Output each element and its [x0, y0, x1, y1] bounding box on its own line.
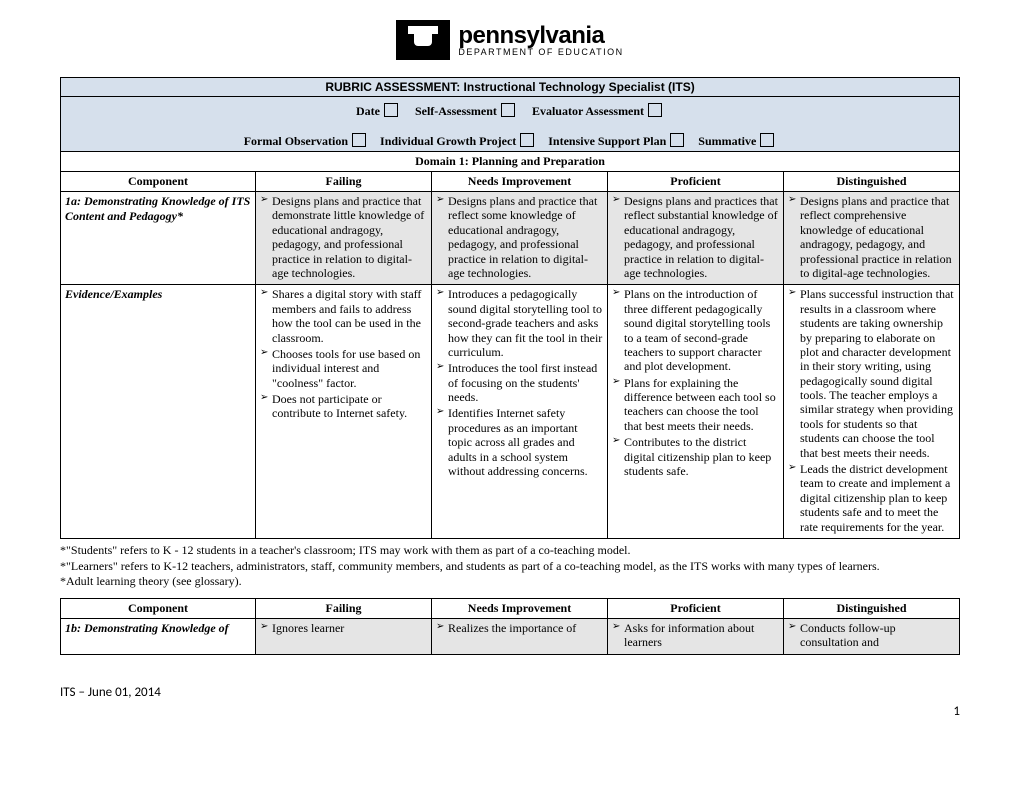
checkbox-support-plan[interactable] [670, 133, 684, 147]
ev-proficient-1: Plans on the introduction of three diffe… [612, 287, 779, 373]
ev-needs-3: Identifies Internet safety procedures as… [436, 406, 603, 478]
col-needs: Needs Improvement [432, 172, 608, 192]
checkbox-summative[interactable] [760, 133, 774, 147]
page: pennsylvania DEPARTMENT OF EDUCATION RUB… [0, 0, 1020, 739]
opt-summative-label: Summative [698, 134, 756, 148]
footnote-3: *Adult learning theory (see glossary). [60, 574, 960, 590]
opt-self-label: Self-Assessment [415, 104, 497, 118]
checkbox-formal-observation[interactable] [352, 133, 366, 147]
row-evidence: Evidence/Examples Shares a digital story… [61, 285, 960, 539]
col2-distinguished: Distinguished [784, 598, 960, 618]
ev-proficient-3: Contributes to the district digital citi… [612, 435, 779, 478]
footnote-1: *"Students" refers to K - 12 students in… [60, 543, 960, 559]
ev-distinguished-2: Leads the district development team to c… [788, 462, 955, 534]
rubric-title: RUBRIC ASSESSMENT: Instructional Technol… [61, 78, 960, 97]
checkbox-evaluator[interactable] [648, 103, 662, 117]
ev-needs-2: Introduces the tool first instead of foc… [436, 361, 603, 404]
opt-date-label: Date [356, 104, 380, 118]
col2-proficient: Proficient [608, 598, 784, 618]
col2-needs: Needs Improvement [432, 598, 608, 618]
row-1a-distinguished: Designs plans and practice that reflect … [788, 194, 955, 280]
ev-needs-1: Introduces a pedagogically sound digital… [436, 287, 603, 359]
keystone-icon [396, 20, 450, 60]
footnote-2: *"Learners" refers to K-12 teachers, adm… [60, 559, 960, 575]
ev-failing-3: Does not participate or contribute to In… [260, 392, 427, 421]
footnotes: *"Students" refers to K - 12 students in… [60, 543, 960, 590]
rubric-table-2: Component Failing Needs Improvement Prof… [60, 598, 960, 655]
row-1b-failing: Ignores learner [260, 621, 427, 635]
row-1b: 1b: Demonstrating Knowledge of Ignores l… [61, 618, 960, 654]
checkbox-date[interactable] [384, 103, 398, 117]
ev-failing-1: Shares a digital story with staff member… [260, 287, 427, 345]
ev-failing-2: Chooses tools for use based on individua… [260, 347, 427, 390]
row-1b-needs: Realizes the importance of [436, 621, 603, 635]
row-1a-needs: Designs plans and practice that reflect … [436, 194, 603, 280]
row-1a-component: 1a: Demonstrating Knowledge of ITS Conte… [61, 192, 256, 285]
checkbox-growth-project[interactable] [520, 133, 534, 147]
row-1b-distinguished: Conducts follow-up consultation and [788, 621, 955, 650]
domain-heading: Domain 1: Planning and Preparation [61, 152, 960, 172]
row-1a-failing: Designs plans and practice that demonstr… [260, 194, 427, 280]
page-number: 1 [60, 704, 960, 719]
opt-eval-label: Evaluator Assessment [532, 104, 644, 118]
opt-formal-label: Formal Observation [244, 134, 348, 148]
opt-support-label: Intensive Support Plan [548, 134, 666, 148]
ev-proficient-2: Plans for explaining the difference betw… [612, 376, 779, 434]
row-1a: 1a: Demonstrating Knowledge of ITS Conte… [61, 192, 960, 285]
col-proficient: Proficient [608, 172, 784, 192]
evidence-label: Evidence/Examples [61, 285, 256, 539]
col-distinguished: Distinguished [784, 172, 960, 192]
assessment-options: Date Self-Assessment Evaluator Assessmen… [61, 97, 960, 152]
row-1b-proficient: Asks for information about learners [612, 621, 779, 650]
col2-component: Component [61, 598, 256, 618]
col2-failing: Failing [256, 598, 432, 618]
row-1a-proficient: Designs plans and practices that reflect… [612, 194, 779, 280]
opt-growth-label: Individual Growth Project [380, 134, 516, 148]
col-component: Component [61, 172, 256, 192]
checkbox-self-assessment[interactable] [501, 103, 515, 117]
logo-sub: DEPARTMENT OF EDUCATION [458, 48, 623, 57]
col-failing: Failing [256, 172, 432, 192]
rubric-table: RUBRIC ASSESSMENT: Instructional Technol… [60, 77, 960, 539]
logo-block: pennsylvania DEPARTMENT OF EDUCATION [60, 20, 960, 65]
row-1b-component: 1b: Demonstrating Knowledge of [61, 618, 256, 654]
footer-date: ITS – June 01, 2014 [60, 685, 960, 700]
ev-distinguished-1: Plans successful instruction that result… [788, 287, 955, 460]
logo-main: pennsylvania [458, 24, 623, 48]
